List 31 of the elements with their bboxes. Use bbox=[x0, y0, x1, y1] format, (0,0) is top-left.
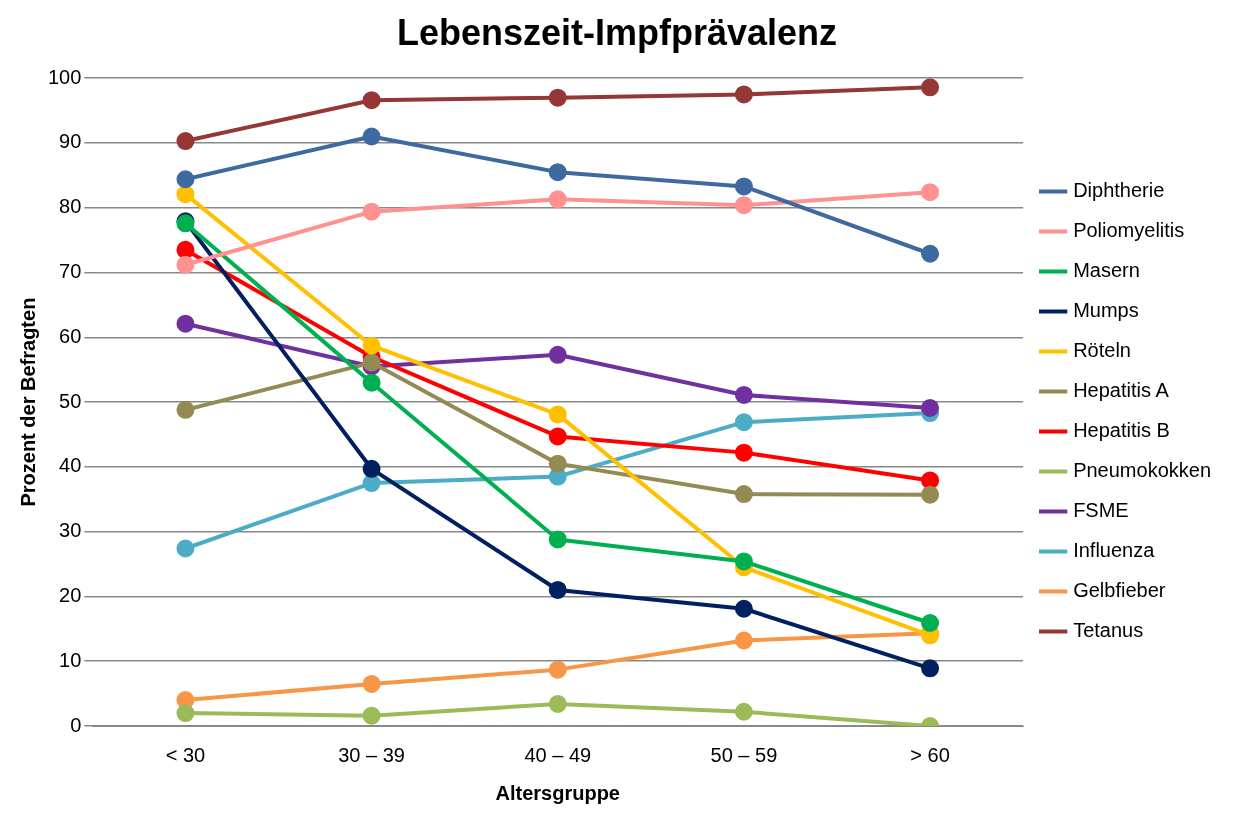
y-tick-label: 60 bbox=[59, 324, 82, 347]
legend-label: Mumps bbox=[1073, 299, 1139, 322]
y-tick-label: 80 bbox=[59, 195, 82, 218]
legend-label: Poliomyelitis bbox=[1073, 219, 1185, 242]
y-tick-label: 70 bbox=[59, 260, 82, 283]
legend-label: Hepatitis A bbox=[1073, 379, 1170, 402]
x-tick-label: 40 – 49 bbox=[524, 743, 592, 766]
y-tick-label: 10 bbox=[59, 648, 82, 671]
x-tick-label: 50 – 59 bbox=[710, 743, 778, 766]
x-tick-label: > 60 bbox=[910, 743, 950, 766]
legend-label: Influenza bbox=[1073, 539, 1156, 562]
y-tick-label: 0 bbox=[70, 713, 82, 736]
y-tick-label: 30 bbox=[59, 519, 82, 542]
legend-label: Tetanus bbox=[1073, 619, 1144, 642]
y-tick-label: 50 bbox=[59, 389, 82, 412]
legend-label: Pneumokokken bbox=[1073, 459, 1212, 482]
chart-title: Lebenszeit-Impfprävalenz bbox=[396, 11, 838, 53]
legend-label: Masern bbox=[1073, 259, 1140, 282]
x-axis-title: Altersgruppe bbox=[495, 781, 620, 804]
legend-label: Röteln bbox=[1073, 339, 1131, 362]
legend-label: FSME bbox=[1073, 499, 1129, 522]
x-tick-label: < 30 bbox=[165, 743, 206, 766]
y-axis-title: Prozent der Befragten bbox=[16, 297, 39, 507]
legend-label: Diphtherie bbox=[1073, 179, 1165, 202]
y-tick-label: 40 bbox=[59, 454, 82, 477]
legend-label: Hepatitis B bbox=[1073, 419, 1170, 442]
y-tick-label: 100 bbox=[47, 65, 82, 88]
y-tick-label: 20 bbox=[59, 583, 82, 606]
legend-label: Gelbfieber bbox=[1073, 579, 1166, 602]
x-tick-label: 30 – 39 bbox=[338, 743, 405, 766]
y-tick-label: 90 bbox=[59, 130, 82, 153]
